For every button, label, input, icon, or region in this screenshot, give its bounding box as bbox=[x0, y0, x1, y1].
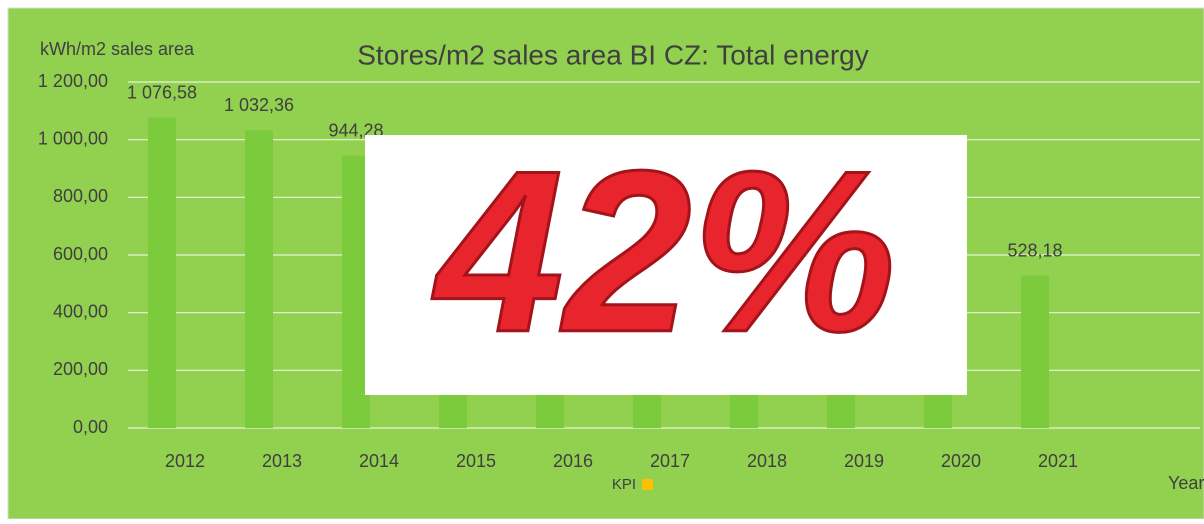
data-label: 1 032,36 bbox=[224, 95, 294, 115]
x-tick-label: 2016 bbox=[553, 451, 593, 471]
x-tick-label: 2017 bbox=[650, 451, 690, 471]
y-tick-label: 0,00 bbox=[73, 417, 108, 437]
data-label: 528,18 bbox=[1007, 240, 1062, 260]
bar bbox=[245, 130, 273, 429]
y-tick-label: 1 000,00 bbox=[38, 128, 108, 148]
y-tick-label: 800,00 bbox=[53, 186, 108, 206]
y-tick-label: 600,00 bbox=[53, 244, 108, 264]
legend-label: KPI bbox=[612, 476, 636, 493]
overlay-text: 42% bbox=[432, 123, 896, 380]
x-tick-label: 2013 bbox=[262, 451, 302, 471]
x-tick-label: 2018 bbox=[747, 451, 787, 471]
x-axis-label: Year bbox=[1168, 473, 1204, 493]
x-tick-label: 2014 bbox=[359, 451, 399, 471]
x-tick-label: 2020 bbox=[941, 451, 981, 471]
bar bbox=[1021, 275, 1049, 428]
y-tick-label: 400,00 bbox=[53, 301, 108, 321]
y-tick-label: 1 200,00 bbox=[38, 71, 108, 91]
overlay-image: 42% bbox=[365, 121, 967, 395]
x-tick-label: 2012 bbox=[165, 451, 205, 471]
chart-title: Stores/m2 sales area BI CZ: Total energy bbox=[357, 39, 869, 70]
x-tick-label: 2015 bbox=[456, 451, 496, 471]
bar bbox=[148, 117, 176, 429]
y-axis-label: kWh/m2 sales area bbox=[40, 39, 195, 59]
x-tick-label: 2019 bbox=[844, 451, 884, 471]
x-tick-label: 2021 bbox=[1038, 451, 1078, 471]
y-tick-label: 200,00 bbox=[53, 359, 108, 379]
data-label: 1 076,58 bbox=[127, 82, 197, 102]
overlay-panel bbox=[365, 135, 967, 395]
legend-marker bbox=[642, 479, 653, 490]
